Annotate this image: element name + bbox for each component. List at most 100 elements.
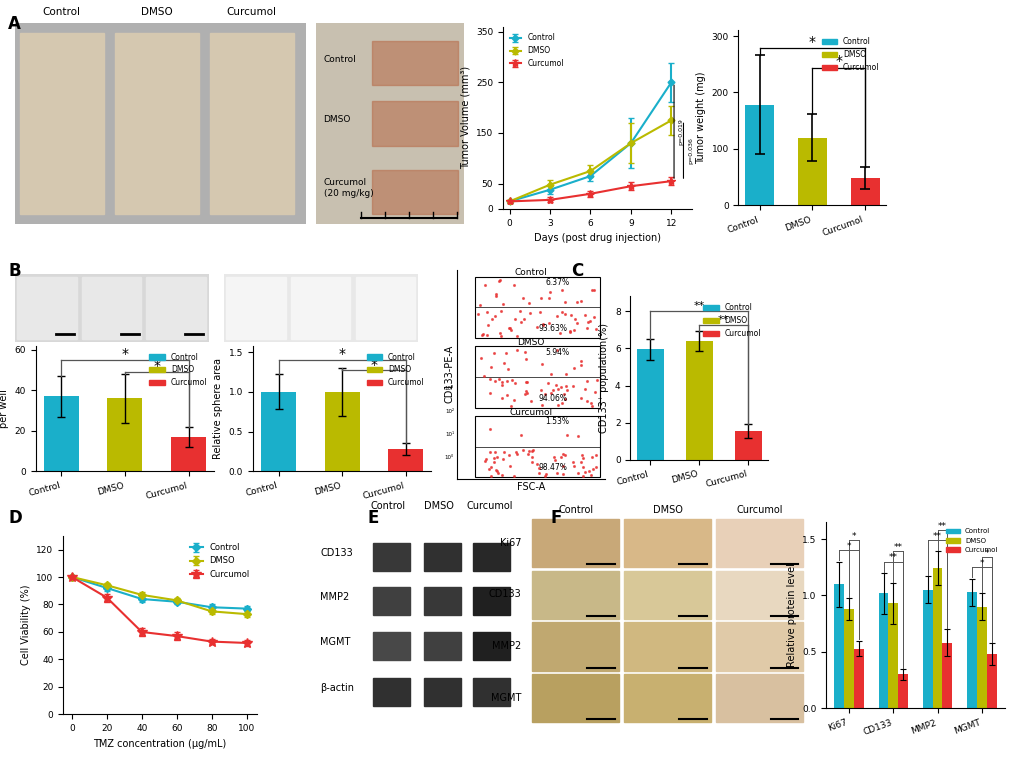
Point [489,451,505,463]
Point [556,393,573,405]
Text: Curcumol
(20 mg/kg): Curcumol (20 mg/kg) [323,179,373,198]
Point [500,321,517,334]
Bar [474,277,600,338]
Bar [373,678,410,706]
Text: *: * [983,549,988,558]
Text: F: F [550,509,561,527]
Point [478,454,494,466]
Bar [532,674,619,723]
Text: *: * [153,359,160,373]
Point [575,470,591,482]
Point [582,315,598,327]
Bar [324,392,360,471]
Bar [372,101,458,146]
Point [534,399,550,411]
Point [490,467,506,479]
Point [515,444,531,456]
Point [494,391,511,404]
Bar [473,543,510,572]
Point [524,456,540,468]
Text: DMSO: DMSO [141,7,172,17]
Point [583,400,599,412]
Text: p=0.036: p=0.036 [688,138,693,164]
Legend: Control, DMSO, Curcumol: Control, DMSO, Curcumol [818,34,881,75]
Point [472,299,488,311]
Point [470,308,486,320]
Point [491,274,507,287]
Point [575,461,591,473]
Point [547,378,564,391]
Bar [474,416,600,477]
Bar [636,350,663,460]
Point [476,279,492,291]
Text: *: * [121,347,128,361]
Bar [210,33,294,214]
Point [584,462,600,474]
Point [493,469,510,481]
Point [565,380,581,392]
Bar [715,519,802,568]
Bar [532,571,619,619]
Text: Control: Control [323,55,356,64]
Bar [147,277,206,338]
Point [522,306,538,318]
Bar [624,519,710,568]
Text: *: * [835,55,842,68]
Bar [82,277,141,338]
Bar [624,571,710,619]
Text: Curcumol: Curcumol [226,7,276,17]
Text: *: * [808,35,815,49]
Point [548,310,565,322]
X-axis label: Days (post drug injection): Days (post drug injection) [533,233,660,243]
Point [521,445,537,457]
Point [486,375,502,387]
Point [542,368,558,380]
Point [541,292,557,304]
Y-axis label: CD133⁺ population(%): CD133⁺ population(%) [599,323,608,433]
Text: **: ** [717,315,729,325]
Point [495,357,512,369]
Point [473,352,489,364]
Bar [898,674,907,708]
Point [480,318,496,331]
Point [556,367,573,379]
Point [531,306,547,318]
Point [514,293,530,305]
Point [518,385,534,397]
Point [508,448,525,460]
Point [561,326,578,338]
Bar [844,609,853,708]
Y-axis label: CD133-PE-A: CD133-PE-A [443,345,453,404]
Point [524,444,540,456]
Point [542,387,558,399]
Text: **: ** [937,522,946,531]
Point [503,374,520,386]
Point [482,446,498,458]
Text: 10¹: 10¹ [444,432,453,438]
Bar [388,449,423,471]
Point [578,394,594,407]
Bar [734,431,761,460]
Point [517,388,533,400]
Bar [226,277,285,338]
Point [573,355,589,367]
Point [566,362,582,374]
X-axis label: FSC-A: FSC-A [517,482,544,492]
Point [585,311,601,323]
Point [505,470,522,482]
Point [578,375,594,388]
Y-axis label: Tumor Volume (mm³): Tumor Volume (mm³) [460,66,470,169]
Point [572,359,588,372]
Point [531,461,547,473]
Text: p=0.019: p=0.019 [678,119,683,145]
Text: 6.37%: 6.37% [545,278,570,287]
Point [532,292,548,304]
Point [494,376,511,388]
Bar [834,584,844,708]
Point [488,288,504,300]
Bar [474,347,600,407]
Bar [372,41,458,85]
Bar [107,398,143,471]
Point [583,283,599,296]
Bar [985,654,996,708]
